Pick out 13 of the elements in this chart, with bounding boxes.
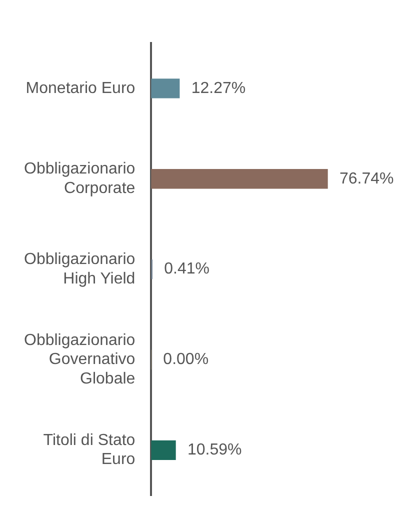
bar [151, 78, 180, 98]
bar [151, 169, 328, 189]
y-tick-label: Monetario Euro [26, 80, 136, 97]
y-tick-label: Obbligazionario Corporate [24, 160, 136, 197]
data-label: 10.59% [188, 442, 242, 459]
y-tick-label: Obbligazionario High Yield [24, 251, 136, 288]
y-tick-label: Obbligazionario Governativo Globale [24, 332, 136, 388]
y-tick-label: Titoli di Stato Euro [43, 432, 136, 468]
bar [151, 440, 176, 460]
data-label: 0.41% [164, 260, 210, 278]
data-label: 76.74% [340, 170, 394, 188]
data-label: 12.27% [191, 80, 246, 97]
data-label: 0.00% [163, 351, 209, 368]
